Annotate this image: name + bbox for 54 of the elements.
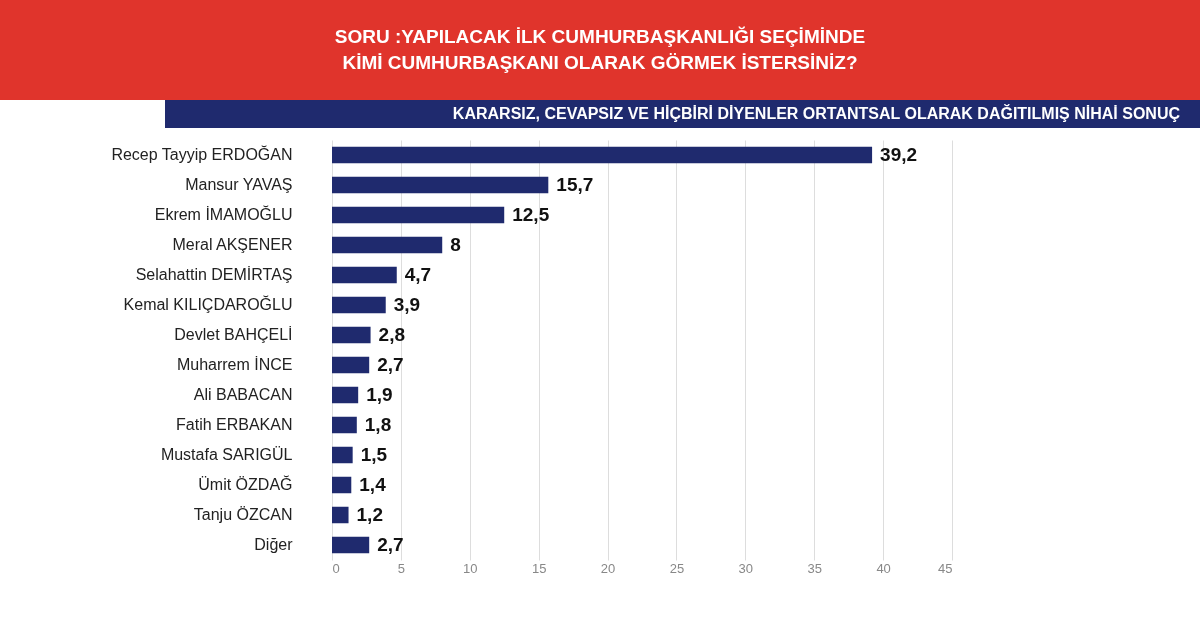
bar: [332, 176, 549, 194]
bar: [332, 416, 357, 434]
y-tick-label: Tanju ÖZCAN: [193, 506, 293, 523]
y-tick-label: Recep Tayyip ERDOĞAN: [111, 145, 293, 163]
data-label: 8: [450, 234, 461, 255]
x-tick-label: 15: [531, 560, 547, 576]
x-tick-label: 0: [332, 560, 340, 576]
bar: [332, 446, 353, 464]
data-label: 39,2: [880, 144, 918, 165]
data-label: 1,4: [359, 474, 387, 495]
chart-title: SORU :YAPILACAK İLK CUMHURBAŞKANLIĞI SEÇİMİNDE KİMİ CUMHURBAŞKANI OLARAK GÖRMEK İSTERSİNİZ?: [333, 25, 867, 75]
y-tick-label: Ali BABACAN: [193, 386, 293, 403]
bar: [332, 146, 873, 164]
y-tick-label: Mustafa SARIGÜL: [160, 446, 293, 463]
bar: [332, 326, 371, 344]
bar: [332, 296, 386, 314]
x-tick-label: 10: [463, 560, 478, 576]
bar: [332, 206, 505, 224]
y-tick-label: Fatih ERBAKAN: [176, 416, 293, 433]
chart-subtitle: KARARSIZ, CEVAPSIZ VE HİÇBİRİ DİYENLER ORTANTSAL OLARAK DAĞITILMIŞ NİHAİ SONUÇ: [165, 100, 1200, 128]
data-label: 1,5: [360, 444, 388, 465]
x-tick-label: 5: [397, 560, 406, 576]
y-tick-label: Devlet BAHÇELİ: [174, 325, 293, 343]
bar: [332, 476, 352, 494]
bar: [332, 266, 397, 284]
data-label: 12,5: [512, 204, 550, 225]
y-tick-label: Ekrem İMAMOĞLU: [154, 205, 293, 223]
bar: [332, 386, 359, 404]
data-label: 2,7: [377, 534, 404, 555]
data-label: 2,8: [378, 324, 405, 345]
data-label: 1,8: [364, 414, 392, 435]
bar: [332, 506, 349, 524]
y-tick-label: Meral AKŞENER: [172, 236, 293, 253]
x-tick-label: 35: [807, 560, 822, 576]
x-tick-label: 30: [738, 560, 754, 576]
data-label: 1,9: [366, 384, 393, 405]
data-label: 3,9: [393, 294, 421, 315]
bar: [332, 356, 370, 374]
y-tick-label: Muharrem İNCE: [176, 355, 293, 373]
data-label: 1,2: [356, 504, 383, 525]
data-label: 4,7: [404, 264, 432, 285]
y-tick-label: Diğer: [254, 536, 294, 553]
x-tick-label: 45: [938, 560, 953, 576]
bar: [332, 536, 370, 554]
x-tick-label: 40: [876, 560, 891, 576]
y-tick-label: Mansur YAVAŞ: [185, 176, 293, 193]
x-tick-label: 25: [669, 560, 685, 576]
y-tick-label: Kemal KILIÇDAROĞLU: [123, 295, 293, 313]
data-label: 15,7: [556, 174, 594, 195]
bar: [332, 236, 443, 254]
x-tick-label: 20: [600, 560, 616, 576]
data-label: 2,7: [377, 354, 404, 375]
y-tick-label: Ümit ÖZDAĞ: [198, 475, 293, 493]
y-tick-label: Selahattin DEMİRTAŞ: [135, 265, 293, 283]
